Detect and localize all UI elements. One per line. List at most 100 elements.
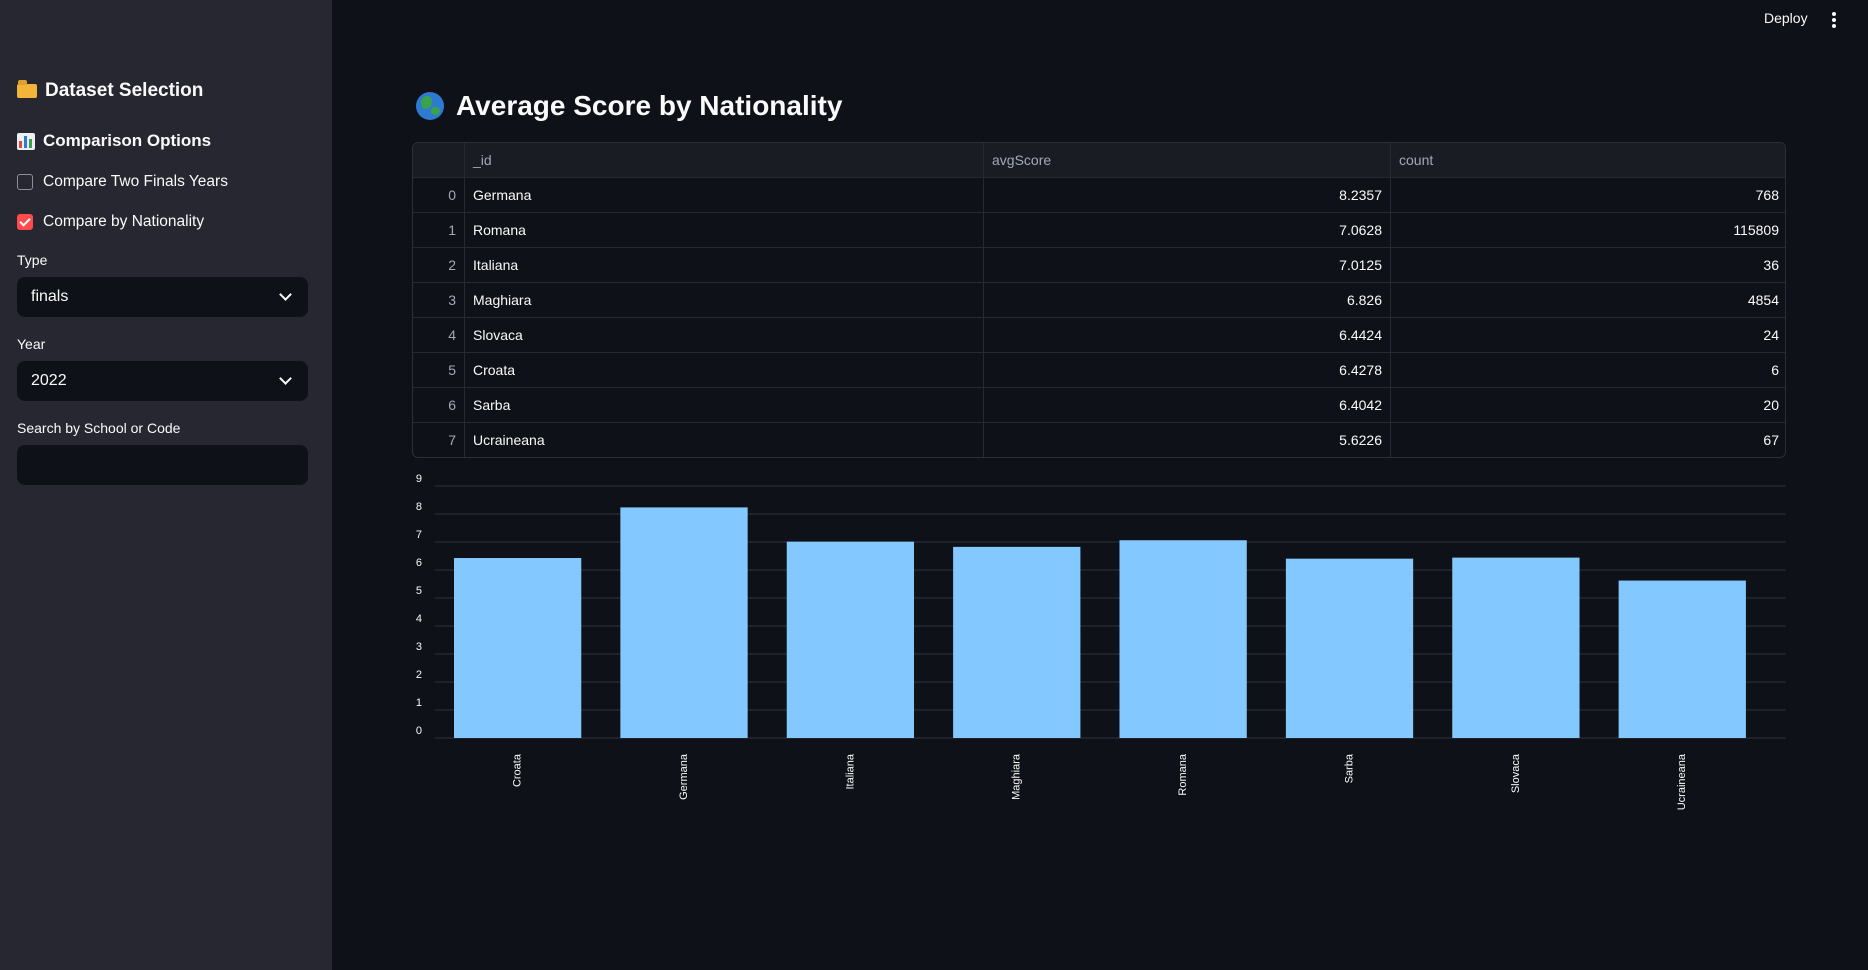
row-index: 3 [413,283,465,318]
table-row: 2 Italiana 7.0125 36 [413,248,1785,283]
x-tick-label: Sarba [1343,753,1355,783]
cell-id[interactable]: Sarba [465,388,984,423]
cell-id[interactable]: Romana [465,213,984,248]
cell-id[interactable]: Italiana [465,248,984,283]
year-select[interactable]: 2022 [17,361,308,401]
cell-count[interactable]: 768 [1755,187,1779,203]
checkbox-compare-by-nationality[interactable]: Compare by Nationality [17,213,204,231]
data-table[interactable]: _id avgScore count 0 Germana 8.2357 768 … [412,142,1786,458]
table-row: 5 Croata 6.4278 6 [413,353,1785,388]
cell-count[interactable]: 4854 [1747,292,1779,308]
cell-avgscore[interactable]: 6.826 [984,283,1391,318]
cell-id[interactable]: Maghiara [465,283,984,318]
bar-slovaca [1452,557,1580,738]
cell-id[interactable]: Slovaca [465,318,984,353]
y-tick-label: 9 [416,473,422,485]
bar-maghiara [953,546,1081,738]
table-header-row: _id avgScore count [413,143,1785,178]
row-index: 0 [413,178,465,213]
bar-germana [620,507,748,738]
dataset-section-header: Dataset Selection [17,80,203,102]
more-options-icon[interactable] [1832,12,1836,28]
page-title-text: Average Score by Nationality [456,90,843,121]
folder-icon [17,80,37,98]
row-index: 6 [413,388,465,423]
bar-romana [1119,540,1247,738]
type-select-value: finals [31,288,69,305]
table-row: 1 Romana 7.0628 115809 [413,213,1785,248]
cell-count[interactable]: 67 [1763,432,1779,448]
page-title: Average Score by Nationality [416,90,842,122]
column-header-avgscore[interactable]: avgScore [984,143,1391,178]
y-tick-label: 0 [416,725,422,737]
cell-avgscore[interactable]: 7.0628 [984,213,1391,248]
globe-icon [416,92,444,120]
bar-croata [454,558,582,738]
bar-sarba [1285,558,1414,738]
index-column-header [413,143,465,178]
table-row: 3 Maghiara 6.826 4854 [413,283,1785,318]
checkbox-label: Compare by Nationality [43,213,205,230]
cell-count[interactable]: 24 [1763,327,1779,343]
table-row: 7 Ucraineana 5.6226 67 [413,423,1785,457]
y-tick-label: 1 [416,697,422,709]
x-tick-label: Maghiara [1011,753,1023,800]
bar-ucraineana [1618,580,1746,738]
comparison-section-header: Comparison Options [17,131,211,151]
row-index: 4 [413,318,465,353]
column-header-count[interactable]: count [1399,152,1434,168]
row-index: 2 [413,248,465,283]
search-input[interactable] [17,445,308,485]
x-tick-label: Ucraineana [1676,753,1688,810]
dataset-section-title: Dataset Selection [45,80,204,101]
bar-italiana [786,541,915,738]
cell-avgscore[interactable]: 6.4424 [984,318,1391,353]
y-tick-label: 2 [416,669,422,681]
checkbox-compare-two-finals-years[interactable]: Compare Two Finals Years [17,173,228,191]
cell-id[interactable]: Germana [465,178,984,213]
type-select[interactable]: finals [17,277,308,317]
cell-count[interactable]: 115809 [1733,222,1779,238]
row-index: 7 [413,423,465,457]
bar-chart[interactable]: 0 1 2 3 4 5 6 7 8 9 Croata Germana Italiana Maghiara R… [400,470,1800,830]
y-tick-label: 5 [416,585,422,597]
chevron-down-icon [279,372,292,385]
y-tick-label: 6 [416,557,422,569]
x-tick-label: Slovaca [1510,753,1522,793]
x-tick-label: Germana [678,753,690,800]
cell-id[interactable]: Ucraineana [465,423,984,457]
cell-count[interactable]: 6 [1771,362,1779,378]
column-header-id[interactable]: _id [465,143,984,178]
type-label: Type [17,252,48,268]
comparison-section-title: Comparison Options [43,131,212,150]
cell-id[interactable]: Croata [465,353,984,388]
table-row: 4 Slovaca 6.4424 24 [413,318,1785,353]
year-label: Year [17,336,46,352]
cell-avgscore[interactable]: 6.4278 [984,353,1391,388]
cell-avgscore[interactable]: 7.0125 [984,248,1391,283]
checkbox-checked-icon[interactable] [17,214,33,230]
y-tick-label: 7 [416,529,422,541]
x-tick-label: Romana [1177,753,1189,795]
search-label: Search by School or Code [17,420,181,436]
checkbox-label: Compare Two Finals Years [43,173,228,190]
x-tick-label: Italiana [844,753,856,789]
table-row: 0 Germana 8.2357 768 [413,178,1785,213]
deploy-button[interactable]: Deploy [1764,10,1808,26]
sidebar: Dataset Selection Comparison Options Com… [0,0,332,970]
year-select-value: 2022 [31,372,67,389]
row-index: 1 [413,213,465,248]
y-tick-label: 3 [416,641,422,653]
table-row: 6 Sarba 6.4042 20 [413,388,1785,423]
bar-chart-icon [17,132,35,150]
row-index: 5 [413,353,465,388]
cell-count[interactable]: 20 [1763,397,1779,413]
y-tick-label: 8 [416,501,422,513]
checkbox-unchecked-icon[interactable] [17,174,33,190]
cell-avgscore[interactable]: 8.2357 [984,178,1391,213]
chevron-down-icon [279,288,292,301]
cell-avgscore[interactable]: 5.6226 [984,423,1391,457]
cell-avgscore[interactable]: 6.4042 [984,388,1391,423]
y-tick-label: 4 [416,613,422,625]
cell-count[interactable]: 36 [1763,257,1779,273]
